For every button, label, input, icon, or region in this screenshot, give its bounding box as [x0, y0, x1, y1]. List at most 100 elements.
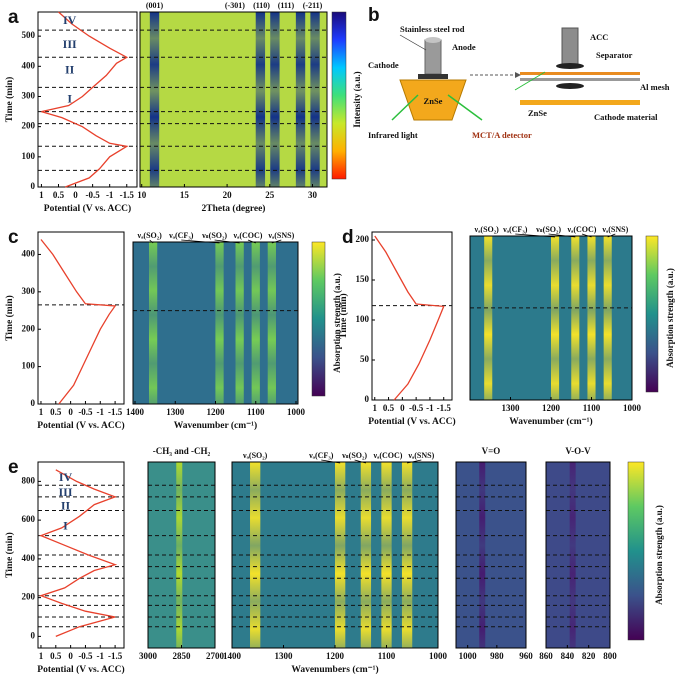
mesh-label: Al mesh: [640, 82, 670, 92]
peak-label: νₐ(COC): [372, 451, 402, 460]
x-axis-label: Potential (V vs. ACC): [37, 420, 124, 431]
y-tick-label: 400: [22, 60, 36, 70]
cathode-label: Cathode: [368, 60, 399, 70]
peak-arrow: [321, 459, 341, 464]
peak-band: [270, 12, 280, 187]
x-tick-label: 0.5: [50, 407, 62, 417]
peak-band: [310, 12, 320, 187]
peak-band: [587, 236, 596, 400]
x-tick-label: 820: [582, 651, 596, 661]
x-tick-label: 1000: [623, 403, 642, 413]
peak-label: νₛ(SO₂): [201, 231, 227, 240]
peak-arrow: [214, 239, 240, 244]
x-tick-label: 1100: [247, 407, 265, 417]
x-tick-label: 800: [603, 651, 617, 661]
peak-label: νₐ(SO₂): [474, 225, 500, 234]
stage-label: I: [63, 519, 68, 533]
ir-beam: [447, 94, 483, 121]
y-axis-label: Time (min): [4, 532, 15, 577]
peak-band: [484, 236, 493, 400]
y-tick-label: 400: [22, 553, 36, 563]
peak-label: (111): [278, 1, 295, 10]
x-tick-label: 0.5: [383, 403, 395, 413]
x-tick-label: -1: [426, 403, 434, 413]
crystal-label: ZnSe: [424, 96, 443, 106]
peak-arrow: [407, 459, 422, 464]
y-tick-label: 300: [22, 286, 36, 296]
x-tick-label: 1400: [126, 407, 145, 417]
znse-crystal: [399, 79, 467, 121]
acc-label: ACC: [590, 32, 608, 42]
x-tick-label: 1000: [287, 407, 306, 417]
peak-label: νₐ(SNS): [601, 225, 628, 234]
potential-curve: [41, 11, 129, 188]
diagram-panel: b Stainless steel rod Anode Cathode ZnSe…: [368, 5, 670, 140]
panel-letter: d: [342, 227, 354, 248]
x-tick-label: 3000: [139, 651, 158, 661]
x-axis-label: Potential (V vs. ACC): [37, 664, 124, 675]
x-tick-label: -0.5: [409, 403, 424, 413]
x-tick-label: -1.5: [108, 407, 123, 417]
x-tick-label: -1: [106, 190, 114, 200]
x-tick-label: 25: [265, 190, 275, 200]
plot-frame: [371, 231, 453, 401]
x-tick-label: 10: [137, 190, 147, 200]
y-tick-label: 800: [22, 475, 36, 485]
stage-label: III: [63, 37, 77, 51]
cathode-material-label: Cathode material: [594, 112, 658, 122]
crystal2-label: ZnSe: [528, 108, 547, 118]
y-tick-label: 0: [31, 181, 36, 191]
ir-beam: [391, 94, 419, 121]
x-tick-label: 0: [68, 651, 73, 661]
peak-label: (-301): [225, 1, 245, 10]
panel-letter: b: [368, 5, 380, 26]
x-tick-label: 1100: [583, 403, 601, 413]
peak-band: [267, 242, 276, 404]
peak-arrow: [581, 233, 592, 238]
panel-title: -CH₃ and -CH₂: [153, 446, 211, 456]
peak-label: νₐ(COC): [232, 231, 262, 240]
peak-label: νₐ(SNS): [267, 231, 294, 240]
y-tick-label: 50: [360, 354, 370, 364]
peak-label: νₛ(SO₂): [535, 225, 561, 234]
x-tick-label: 0: [73, 190, 78, 200]
x-tick-label: 1400: [223, 651, 242, 661]
peak-label: νₐ(CF₃): [502, 225, 528, 234]
x-axis-label: Wavenumber (cm⁻¹): [509, 416, 592, 427]
x-tick-label: 1300: [166, 407, 185, 417]
x-tick-label: 15: [180, 190, 190, 200]
detector-label: MCT/A detector: [472, 130, 532, 140]
potential-curve: [374, 235, 445, 401]
colorbar-label: Intensity (a.u.): [352, 71, 362, 127]
peak-band: [603, 236, 612, 400]
rod-top: [425, 37, 441, 43]
peak-arrow: [181, 239, 220, 244]
anode-label: Anode: [452, 42, 476, 52]
x-tick-label: 1000: [459, 651, 478, 661]
panel-letter: e: [8, 457, 19, 478]
x-tick-label: 1200: [207, 407, 226, 417]
peak-label: νₐ(SO₂): [242, 451, 268, 460]
x-tick-label: 0.5: [50, 651, 62, 661]
peak-arrow: [149, 239, 154, 244]
peak-band: [255, 12, 266, 187]
peak-band: [148, 242, 158, 404]
y-tick-label: 400: [22, 248, 36, 258]
x-tick-label: -1.5: [120, 190, 135, 200]
x-tick-label: 0: [400, 403, 405, 413]
separator-label: Separator: [596, 50, 633, 60]
x-tick-label: -1.5: [437, 403, 452, 413]
y-tick-label: 100: [22, 361, 36, 371]
y-tick-label: 0: [31, 630, 36, 640]
panel-title: V-O-V: [565, 446, 591, 456]
y-tick-label: 200: [22, 323, 36, 333]
peak-arrow: [354, 459, 367, 464]
acc-electrode: [556, 63, 584, 69]
x-tick-label: 1300: [502, 403, 521, 413]
peak-label: νₐ(COC): [566, 225, 596, 234]
plot-frame: [37, 11, 138, 188]
plot-frame: [37, 231, 125, 405]
stage-label: IV: [59, 470, 73, 484]
colorbar: [627, 461, 645, 641]
peak-arrow: [271, 239, 282, 244]
